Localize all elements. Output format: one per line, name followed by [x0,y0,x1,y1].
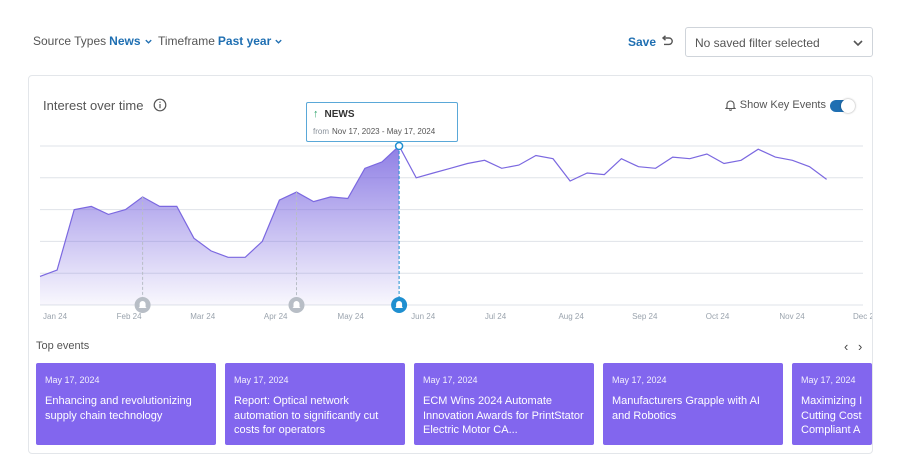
event-card[interactable]: May 17, 2024 ECM Wins 2024 Automate Inno… [414,363,594,445]
tooltip-from-label: from [313,127,329,136]
event-card[interactable]: May 17, 2024 Manufacturers Grapple with … [603,363,783,445]
event-date: May 17, 2024 [612,375,667,385]
timeframe-filter[interactable]: Timeframe Past year [158,34,283,48]
source-types-label: Source Types [33,34,107,48]
x-axis-tick-label: Dec 24 [853,312,873,321]
tooltip-range: Nov 17, 2023 - May 17, 2024 [332,127,436,136]
timeframe-label: Timeframe [158,34,215,48]
save-button[interactable]: Save [628,35,657,49]
source-types-filter[interactable]: Source Types News [33,34,153,48]
bell-icon [138,301,147,308]
tooltip-series: NEWS [324,108,355,120]
interest-chart: Jan 24 Feb 24 Mar 24 Apr 24 May 24 Jun 24 Jul … [39,141,873,321]
chevron-down-icon [144,39,152,44]
chevron-right-icon[interactable]: › [858,339,863,354]
event-card[interactable]: May 17, 2024 Maximizing I Cutting Cost C… [792,363,872,445]
highlighted-area [40,146,400,305]
card-title: Interest over time [43,98,144,113]
saved-filter-value: No saved filter selected [695,36,820,50]
top-events-heading: Top events [36,340,90,352]
event-date: May 17, 2024 [801,375,856,385]
x-axis-tick-label: Mar 24 [190,312,215,321]
x-axis-tick-label: Apr 24 [264,312,288,321]
x-axis-tick-label: Oct 24 [706,312,730,321]
x-axis-tick-label: May 24 [338,312,365,321]
event-date: May 17, 2024 [234,375,289,385]
x-axis-tick-label: Feb 24 [117,312,142,321]
undo-icon[interactable] [660,34,674,48]
bell-icon [395,301,404,308]
event-title: Manufacturers Grapple with AI and Roboti… [612,395,760,422]
x-axis-tick-label: Jun 24 [411,312,436,321]
event-card[interactable]: May 17, 2024 Report: Optical network aut… [225,363,405,445]
show-key-events-label: Show Key Events [739,99,826,111]
event-card[interactable]: May 17, 2024 Enhancing and revolutionizi… [36,363,216,445]
x-axis-tick-label: Nov 24 [779,312,805,321]
event-date: May 17, 2024 [423,375,478,385]
chevron-down-icon [275,39,282,44]
highlight-point [394,141,404,151]
event-title: Report: Optical network automation to si… [234,395,379,436]
event-title: Enhancing and revolutionizing supply cha… [45,395,192,422]
interest-over-time-card: Interest over time Show Key Events Jan 2… [28,75,873,454]
timeframe-value: Past year [217,34,272,48]
chevron-left-icon[interactable]: ‹ [844,339,849,354]
chart-tooltip: ↑ NEWS from Nov 17, 2023 - May 17, 2024 [306,102,458,142]
x-axis-tick-label: Aug 24 [558,312,584,321]
source-types-value: News [109,34,141,48]
x-axis-tick-label: Jan 24 [43,312,68,321]
x-axis-tick-label: Sep 24 [632,312,658,321]
event-title: Maximizing I Cutting Cost Compliant A [801,395,863,436]
bell-icon [292,301,301,308]
show-key-events-toggle[interactable] [830,99,855,113]
info-icon[interactable] [153,98,167,112]
bell-icon [724,100,736,111]
arrow-up-icon: ↑ [313,108,319,120]
interest-series-line [39,145,827,277]
saved-filter-select[interactable]: No saved filter selected [685,27,873,57]
x-axis-tick-label: Jul 24 [485,312,507,321]
event-date: May 17, 2024 [45,375,100,385]
event-title: ECM Wins 2024 Automate Innovation Awards… [423,395,584,436]
chevron-down-icon [853,40,863,47]
show-key-events-control[interactable]: Show Key Events [724,99,826,111]
